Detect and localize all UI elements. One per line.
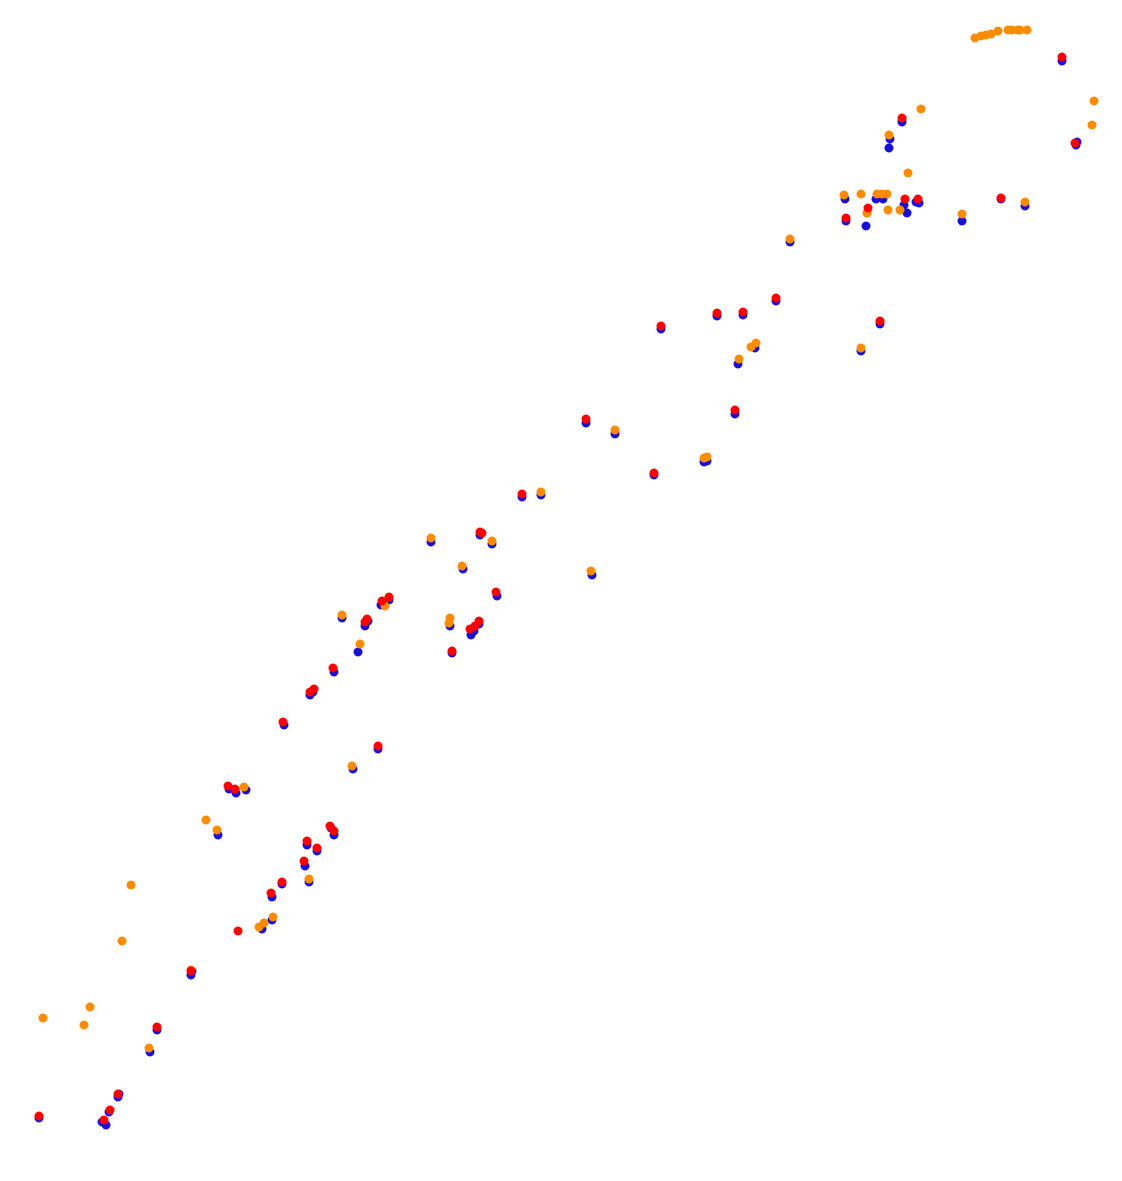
orange-point <box>38 1013 48 1023</box>
red-point <box>649 468 659 478</box>
orange-point <box>839 190 849 200</box>
orange-point <box>856 343 866 353</box>
red-point <box>517 489 527 499</box>
orange-point <box>117 936 127 946</box>
orange-point <box>85 1002 95 1012</box>
red-point <box>730 405 740 415</box>
red-point <box>152 1022 162 1032</box>
red-point <box>277 877 287 887</box>
red-point <box>223 781 233 791</box>
red-point <box>841 213 851 223</box>
orange-point <box>201 815 211 825</box>
blue-point <box>957 216 967 226</box>
red-point <box>312 843 322 853</box>
red-point <box>996 193 1006 203</box>
red-point <box>447 646 457 656</box>
red-point <box>913 194 923 204</box>
orange-point <box>916 104 926 114</box>
red-point <box>656 321 666 331</box>
red-point <box>113 1089 123 1099</box>
orange-point <box>586 566 596 576</box>
orange-point <box>986 29 996 39</box>
orange-point <box>895 205 905 215</box>
orange-point <box>144 1043 154 1053</box>
orange-point <box>1022 25 1032 35</box>
red-point <box>771 293 781 303</box>
blue-point <box>353 647 363 657</box>
red-point <box>474 616 484 626</box>
red-point <box>1070 138 1080 148</box>
red-point <box>233 926 243 936</box>
orange-point <box>785 234 795 244</box>
red-point <box>278 717 288 727</box>
red-point <box>712 308 722 318</box>
orange-point <box>751 338 761 348</box>
orange-point <box>212 825 222 835</box>
orange-point <box>993 26 1003 36</box>
orange-point <box>1087 120 1097 130</box>
orange-point <box>1020 197 1030 207</box>
orange-point <box>355 639 365 649</box>
red-point <box>186 966 196 976</box>
red-point <box>266 888 276 898</box>
red-point <box>491 587 501 597</box>
blue-point <box>861 221 871 231</box>
blue-point <box>884 143 894 153</box>
orange-point <box>239 782 249 792</box>
red-point <box>738 307 748 317</box>
orange-point <box>882 189 892 199</box>
red-point <box>362 614 372 624</box>
red-point <box>897 113 907 123</box>
red-point <box>34 1111 44 1121</box>
orange-point <box>883 205 893 215</box>
orange-point <box>126 880 136 890</box>
red-point <box>377 596 387 606</box>
orange-point <box>426 533 436 543</box>
red-point <box>581 414 591 424</box>
orange-point <box>1089 96 1099 106</box>
red-point <box>328 663 338 673</box>
red-point <box>309 684 319 694</box>
red-point <box>230 784 240 794</box>
red-point <box>99 1115 109 1125</box>
red-point <box>900 194 910 204</box>
red-point <box>105 1105 115 1115</box>
orange-point <box>268 912 278 922</box>
red-point <box>875 316 885 326</box>
orange-point <box>884 130 894 140</box>
orange-point <box>457 561 467 571</box>
orange-point <box>610 425 620 435</box>
orange-point <box>337 610 347 620</box>
red-point <box>302 836 312 846</box>
red-point <box>863 203 873 213</box>
orange-point <box>304 874 314 884</box>
orange-point <box>734 354 744 364</box>
red-series <box>34 52 1080 1125</box>
orange-point <box>347 761 357 771</box>
red-point <box>299 856 309 866</box>
orange-point <box>903 168 913 178</box>
series-layer <box>34 25 1099 1130</box>
red-point <box>477 528 487 538</box>
orange-point <box>79 1020 89 1030</box>
red-point <box>1057 52 1067 62</box>
red-point <box>384 592 394 602</box>
orange-point <box>259 918 269 928</box>
red-point <box>329 826 339 836</box>
orange-point <box>445 613 455 623</box>
orange-point <box>856 189 866 199</box>
orange-point <box>957 209 967 219</box>
orange-point <box>487 536 497 546</box>
orange-point <box>536 487 546 497</box>
orange-point <box>702 452 712 462</box>
orange-point <box>1015 25 1025 35</box>
red-point <box>373 741 383 751</box>
blue-point <box>902 208 912 218</box>
